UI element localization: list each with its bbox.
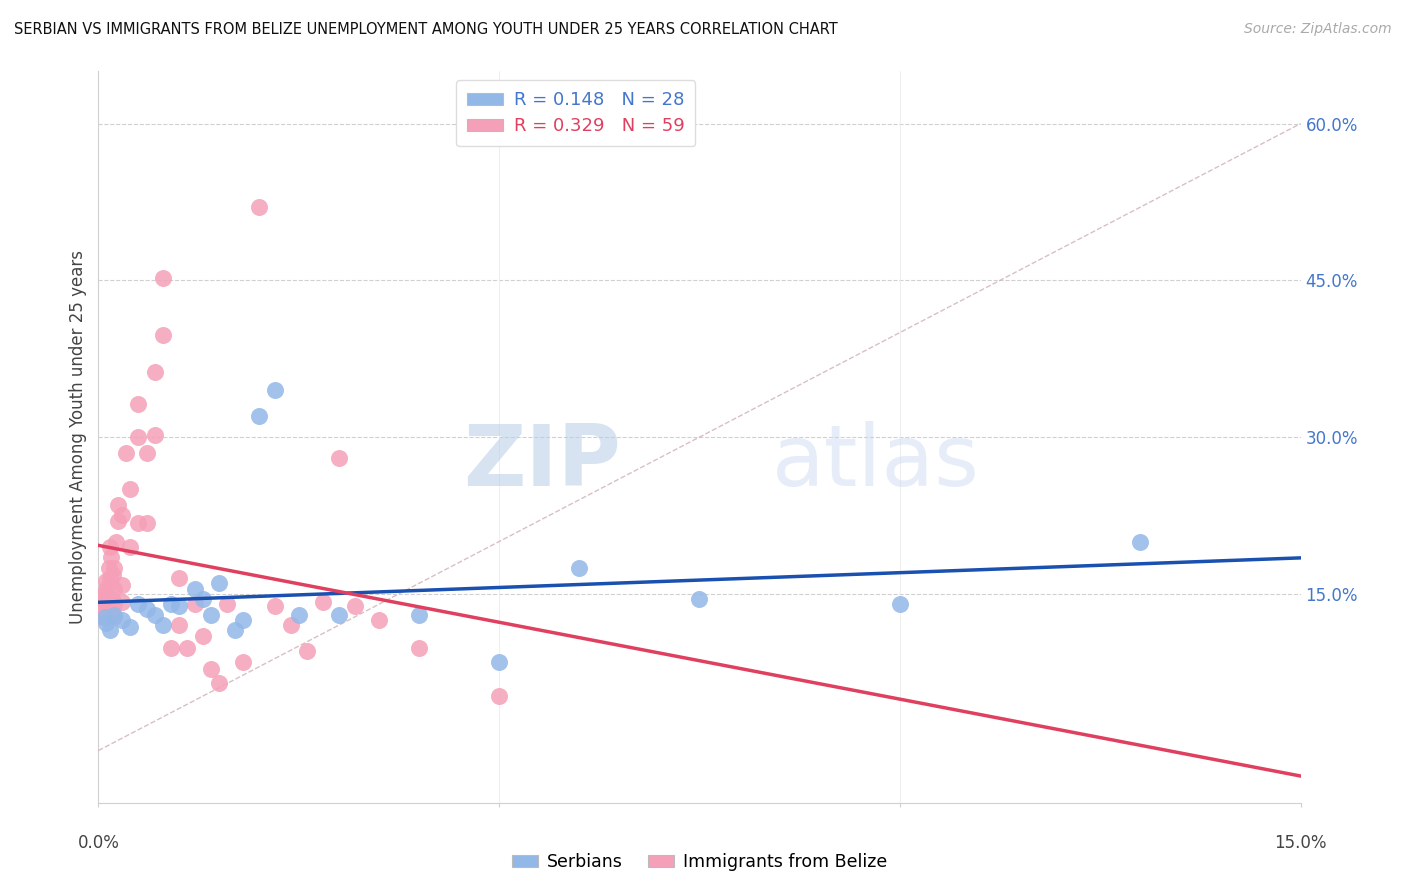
Point bbox=[408, 607, 430, 622]
Point bbox=[280, 618, 302, 632]
Point bbox=[97, 560, 120, 574]
Point bbox=[100, 550, 122, 565]
Point bbox=[159, 641, 181, 656]
Point bbox=[167, 571, 190, 585]
Point bbox=[101, 568, 124, 582]
Point bbox=[135, 602, 157, 616]
Point bbox=[183, 582, 205, 596]
Point bbox=[111, 578, 134, 592]
Point bbox=[143, 428, 166, 442]
Point bbox=[105, 534, 128, 549]
Point bbox=[98, 571, 121, 585]
Point bbox=[103, 607, 125, 622]
Point bbox=[215, 597, 238, 611]
Point bbox=[247, 409, 270, 424]
Point bbox=[96, 589, 118, 603]
Point bbox=[128, 516, 150, 530]
Point bbox=[247, 200, 270, 214]
Point bbox=[96, 607, 118, 622]
Point bbox=[568, 560, 591, 574]
Point bbox=[128, 597, 150, 611]
Text: ZIP: ZIP bbox=[464, 421, 621, 504]
Point bbox=[328, 607, 350, 622]
Point bbox=[90, 609, 112, 624]
Point bbox=[232, 655, 254, 669]
Point bbox=[183, 597, 205, 611]
Point bbox=[111, 595, 134, 609]
Point bbox=[295, 644, 318, 658]
Point bbox=[101, 592, 124, 607]
Point bbox=[128, 397, 150, 411]
Point bbox=[263, 383, 285, 397]
Point bbox=[200, 662, 222, 676]
Point bbox=[224, 624, 246, 638]
Point bbox=[208, 576, 231, 591]
Point bbox=[208, 675, 231, 690]
Point bbox=[232, 613, 254, 627]
Point bbox=[111, 508, 134, 523]
Point bbox=[263, 599, 285, 614]
Text: SERBIAN VS IMMIGRANTS FROM BELIZE UNEMPLOYMENT AMONG YOUTH UNDER 25 YEARS CORREL: SERBIAN VS IMMIGRANTS FROM BELIZE UNEMPL… bbox=[14, 22, 838, 37]
Point bbox=[96, 616, 118, 631]
Point bbox=[312, 595, 335, 609]
Point bbox=[91, 592, 114, 607]
Point bbox=[191, 629, 214, 643]
Point bbox=[97, 602, 120, 616]
Point bbox=[115, 446, 138, 460]
Point bbox=[103, 582, 125, 596]
Text: 0.0%: 0.0% bbox=[77, 834, 120, 852]
Point bbox=[488, 655, 510, 669]
Legend: Serbians, Immigrants from Belize: Serbians, Immigrants from Belize bbox=[505, 847, 894, 879]
Point bbox=[100, 540, 122, 554]
Point bbox=[107, 514, 129, 528]
Text: 15.0%: 15.0% bbox=[1274, 834, 1327, 852]
Point bbox=[120, 620, 142, 634]
Y-axis label: Unemployment Among Youth under 25 years: Unemployment Among Youth under 25 years bbox=[69, 250, 87, 624]
Point bbox=[103, 609, 125, 624]
Point bbox=[94, 582, 117, 596]
Point bbox=[889, 597, 911, 611]
Point bbox=[176, 641, 198, 656]
Point bbox=[288, 607, 311, 622]
Point bbox=[120, 483, 142, 497]
Point bbox=[328, 450, 350, 465]
Point bbox=[91, 599, 114, 614]
Point bbox=[167, 599, 190, 614]
Point bbox=[90, 602, 112, 616]
Point bbox=[120, 540, 142, 554]
Point bbox=[159, 597, 181, 611]
Point bbox=[152, 327, 174, 342]
Point bbox=[689, 592, 711, 607]
Point bbox=[167, 618, 190, 632]
Text: Source: ZipAtlas.com: Source: ZipAtlas.com bbox=[1244, 22, 1392, 37]
Point bbox=[128, 430, 150, 444]
Point bbox=[103, 560, 125, 574]
Point bbox=[111, 613, 134, 627]
Point bbox=[152, 618, 174, 632]
Point bbox=[368, 613, 391, 627]
Point bbox=[143, 607, 166, 622]
Point bbox=[191, 592, 214, 607]
Point bbox=[135, 516, 157, 530]
Point bbox=[94, 609, 117, 624]
Point bbox=[343, 599, 366, 614]
Point bbox=[93, 587, 115, 601]
Point bbox=[103, 597, 125, 611]
Point bbox=[96, 574, 118, 589]
Point bbox=[200, 607, 222, 622]
Point bbox=[488, 690, 510, 704]
Point bbox=[143, 365, 166, 379]
Point bbox=[408, 641, 430, 656]
Text: atlas: atlas bbox=[772, 421, 980, 504]
Point bbox=[1129, 534, 1152, 549]
Point bbox=[100, 624, 122, 638]
Point bbox=[107, 498, 129, 512]
Point bbox=[152, 271, 174, 285]
Point bbox=[94, 595, 117, 609]
Point bbox=[135, 446, 157, 460]
